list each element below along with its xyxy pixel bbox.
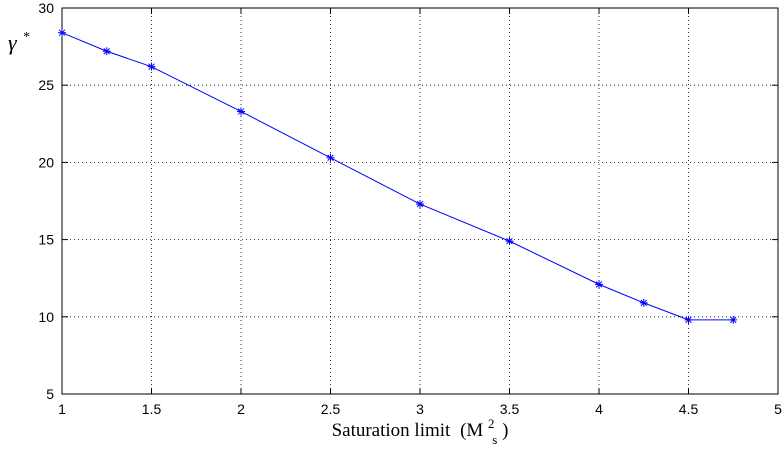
series-line xyxy=(61,32,734,321)
data-point-marker xyxy=(416,200,424,209)
y-tick-label: 30 xyxy=(38,0,54,16)
data-point-marker xyxy=(147,62,156,71)
x-axis-label-subscript: s xyxy=(492,432,497,447)
y-tick-label: 25 xyxy=(38,77,54,93)
x-axis-label-prefix: (M xyxy=(460,420,483,441)
x-tick-label: 5 xyxy=(774,401,782,417)
x-axis-label: Saturation limit (M 2 s ) xyxy=(332,412,509,449)
x-tick-label: 4.5 xyxy=(679,401,699,417)
x-tick-label: 2 xyxy=(237,401,245,417)
tick-layer: 1 1.5 2 2.5 3 3.5 4 4.5 5 5 10 15 20 25 30 xyxy=(38,0,782,417)
x-axis-label-suffix: ) xyxy=(502,420,508,441)
data-point-marker xyxy=(595,280,603,289)
y-tick-label: 15 xyxy=(38,232,54,248)
x-tick-label: 4 xyxy=(595,401,603,417)
y-axis-label-symbol: γ xyxy=(8,30,18,55)
data-point-marker xyxy=(684,315,693,324)
y-tick-label: 5 xyxy=(46,386,54,402)
grid-layer xyxy=(62,8,778,394)
data-point-marker xyxy=(639,298,648,307)
x-tick-label: 2.5 xyxy=(321,401,341,417)
y-tick-label: 10 xyxy=(38,309,54,325)
y-tick-label: 20 xyxy=(38,154,54,170)
x-axis-label-superscript: 2 xyxy=(488,416,495,431)
data-point-marker xyxy=(237,107,245,116)
x-tick-label: 1 xyxy=(58,401,66,417)
x-tick-label: 3 xyxy=(416,401,424,417)
data-point-marker xyxy=(102,47,111,56)
x-tick-label: 1.5 xyxy=(142,401,162,417)
data-point-marker xyxy=(326,153,335,162)
y-axis-label: γ * xyxy=(8,30,30,55)
data-point-marker xyxy=(505,237,514,246)
data-point-marker xyxy=(729,315,738,324)
x-tick-label: 3.5 xyxy=(500,401,520,417)
y-axis-label-superscript: * xyxy=(23,30,30,45)
data-point-marker xyxy=(58,28,66,37)
series-layer xyxy=(58,28,738,324)
x-axis-label-text: Saturation limit xyxy=(332,420,451,441)
